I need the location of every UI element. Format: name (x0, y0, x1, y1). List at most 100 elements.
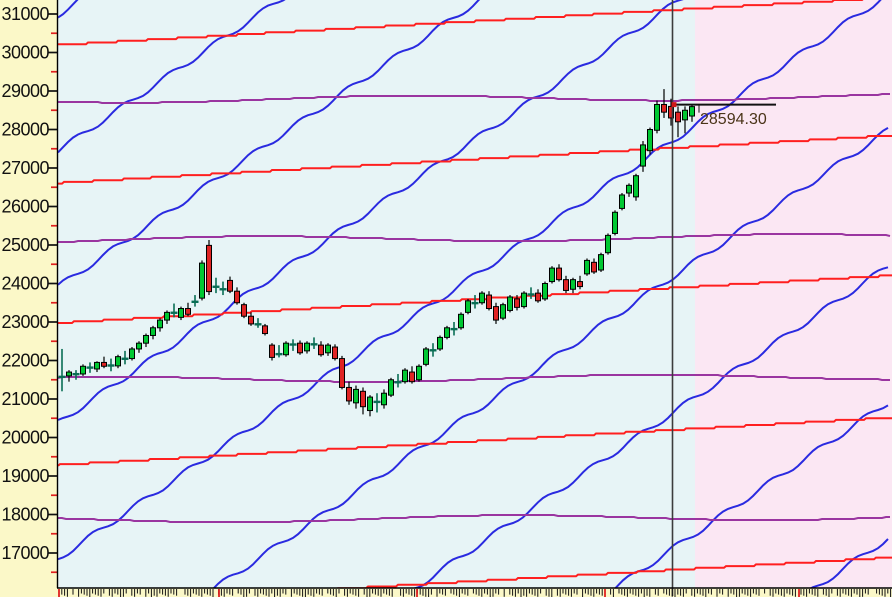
price-marker-square (671, 102, 677, 108)
price-axis-label: 23000 (1, 312, 49, 332)
red-level-line (58, 135, 892, 185)
candle-body (269, 344, 275, 358)
candle-body (339, 358, 345, 388)
candle-body (577, 281, 583, 288)
candlestick-series (58, 89, 695, 417)
candle-body (689, 106, 695, 117)
candle-body (479, 292, 485, 304)
candle-body (360, 390, 366, 408)
candle-body (297, 342, 303, 354)
candle-body (444, 327, 450, 338)
price-axis-label: 21000 (1, 389, 49, 409)
blue-angle-line (58, 0, 481, 286)
price-marker: 28594.30 (671, 102, 776, 128)
red-level-line (58, 417, 892, 467)
purple-level-lines (58, 93, 891, 523)
price-axis-label: 20000 (1, 428, 49, 448)
candle-body (353, 388, 359, 404)
candle-body (556, 267, 562, 281)
candle-body (626, 184, 632, 194)
candle-body (668, 105, 674, 119)
candle-body (318, 344, 324, 356)
candle-body (283, 342, 289, 356)
price-axis[interactable]: 31000 30000 29000 28000 27000 26000 25000 24000… (1, 4, 57, 574)
candle-body (612, 211, 618, 234)
blue-angle-line (212, 127, 889, 588)
candle-body (367, 396, 373, 412)
blue-angle-lines (58, 0, 889, 588)
price-axis-label: 30000 (1, 43, 49, 63)
candle-body (346, 386, 352, 402)
candle-body (619, 194, 625, 209)
candle-body (458, 313, 464, 329)
candle-body (486, 294, 492, 310)
blue-angle-line (412, 266, 889, 588)
candle-body (661, 103, 667, 113)
candle-body (185, 308, 191, 315)
candle-body (136, 342, 142, 350)
candle-body (94, 361, 100, 370)
purple-level-line (58, 374, 890, 383)
projection-region (695, 0, 892, 588)
price-axis-label: 22000 (1, 351, 49, 371)
candle-body (654, 103, 660, 131)
price-axis-label: 18000 (1, 505, 49, 525)
candle-body (115, 356, 121, 367)
candle-body (542, 283, 548, 300)
price-axis-label: 19000 (1, 466, 49, 486)
candle-body (535, 292, 541, 302)
blue-angle-line (58, 0, 684, 421)
candle-body (514, 298, 520, 308)
candle-body (563, 279, 569, 291)
candle-body (402, 369, 408, 383)
candle-body (164, 311, 170, 321)
candle-body (262, 325, 268, 335)
candle-body (248, 315, 254, 325)
candle-body (234, 290, 240, 304)
candle-body (304, 342, 310, 352)
time-axis[interactable] (58, 589, 892, 597)
price-axis-label: 24000 (1, 274, 49, 294)
red-level-line (58, 0, 864, 46)
price-axis-label: 25000 (1, 235, 49, 255)
price-axis-label: 28000 (1, 120, 49, 140)
candle-body (388, 379, 394, 396)
candle-body (549, 267, 555, 283)
price-axis-label: 29000 (1, 81, 49, 101)
candle-body (66, 371, 72, 377)
candle-body (206, 244, 212, 293)
candle-body (521, 292, 527, 308)
blue-angle-line (614, 404, 889, 588)
candle-body (150, 327, 156, 336)
price-axis-label: 26000 (1, 197, 49, 217)
candle-body (584, 259, 590, 275)
candle-body (416, 365, 422, 381)
candle-body (591, 261, 597, 273)
candle-body (143, 334, 149, 344)
purple-level-line (58, 233, 891, 243)
candle-body (675, 111, 681, 123)
candle-body (227, 279, 233, 292)
candle-body (332, 346, 338, 360)
candle-body (633, 175, 639, 198)
price-axis-label: 31000 (1, 4, 49, 24)
candle-body (178, 308, 184, 318)
price-axis-label: 17000 (1, 543, 49, 563)
blue-angle-line (58, 0, 286, 154)
candle-body (682, 109, 688, 121)
candle-body (199, 262, 205, 299)
blue-angle-line (58, 0, 882, 561)
candle-body (423, 348, 429, 365)
candle-body (101, 361, 107, 367)
purple-level-line (58, 93, 890, 104)
price-marker-label: 28594.30 (700, 111, 767, 128)
candle-body (598, 254, 604, 271)
candle-body (507, 296, 513, 311)
candle-body (129, 348, 135, 360)
candle-body (493, 306, 499, 321)
candle-body (241, 304, 247, 317)
candle-body (381, 392, 387, 406)
candle-body (640, 144, 646, 167)
